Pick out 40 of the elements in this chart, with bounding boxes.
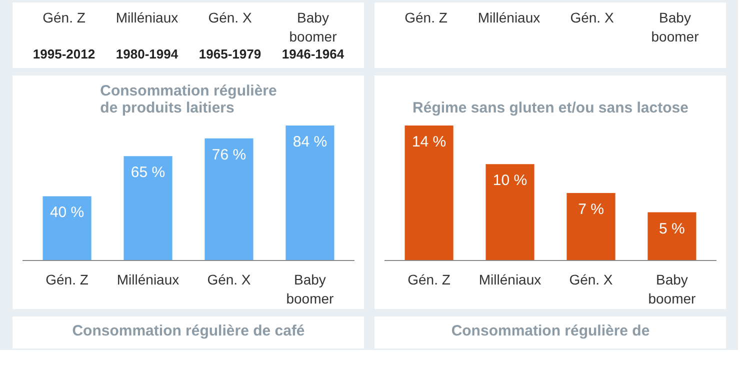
x-tick-label: Gén. X [208,9,252,26]
x-tick-label: Baby boomer [651,9,700,45]
category-label: Milléniaux [478,272,542,288]
bar [648,212,696,260]
data-label: 40 % [50,204,84,222]
x-tick-label: Gén. Z [42,9,86,26]
data-label: 5 % [659,220,685,238]
chart-title: Régime sans gluten et/ou sans lactose [412,100,688,116]
category-label: Gén. X [207,272,252,288]
bar [404,126,454,260]
category-label: Gén. Z [46,272,89,288]
data-label: 14 % [412,134,446,151]
category-label: Gén. X [569,272,614,288]
bar [42,196,92,260]
x-tick-label: Milléniaux [116,9,178,26]
category-label: Baby boomer [286,272,334,307]
text: Consommation régulière de [451,322,650,340]
category-label: Milléniaux [116,272,180,288]
text: 1965-1979 [198,46,262,62]
bar [286,126,334,260]
x-tick-label: Gén. X [570,9,614,26]
text: 1980-1994 [116,46,179,62]
x-tick-label: Baby boomer [289,9,338,45]
x-tick-label: Milléniaux [478,9,540,26]
category-label: Baby boomer [648,272,696,307]
data-label: 10 % [492,172,528,190]
category-label: Gén. Z [408,272,451,288]
x-tick-label: Gén. Z [404,9,448,26]
bar [566,193,616,260]
chart-title: Consommation régulière de produits laitiers [100,82,277,116]
text: Consommation régulière de café [72,322,305,340]
text: 1946-1964 [282,46,345,62]
bar [204,138,254,260]
bar [486,164,534,260]
data-label: 65 % [130,164,166,182]
data-label: 7 % [578,201,604,218]
data-label: 76 % [212,146,246,164]
data-label: 84 % [292,134,328,151]
bar [124,156,172,260]
text: 1995-2012 [32,46,96,62]
